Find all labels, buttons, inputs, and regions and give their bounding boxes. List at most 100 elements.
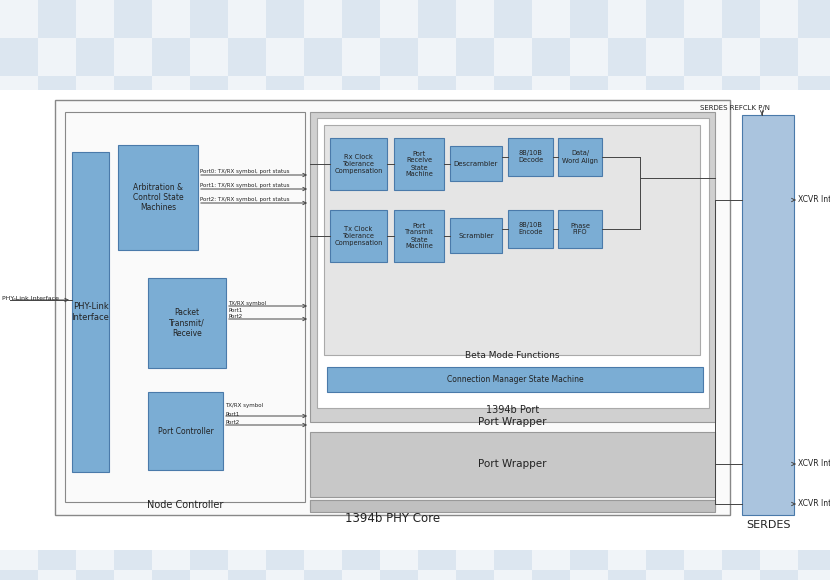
Bar	[114, 456, 152, 494]
Bar	[722, 76, 760, 114]
Bar	[190, 418, 228, 456]
Bar	[304, 38, 342, 76]
Bar	[760, 190, 798, 228]
Bar	[760, 532, 798, 570]
Bar	[304, 0, 342, 38]
Bar	[342, 456, 380, 494]
Bar	[684, 418, 722, 456]
Bar	[152, 532, 190, 570]
Bar	[760, 0, 798, 38]
Bar	[342, 0, 380, 38]
Bar	[266, 456, 304, 494]
Bar	[380, 190, 418, 228]
Bar	[646, 114, 684, 152]
Bar	[684, 190, 722, 228]
Bar	[190, 0, 228, 38]
Bar	[418, 190, 456, 228]
Bar	[76, 76, 114, 114]
Bar	[570, 152, 608, 190]
Bar	[684, 456, 722, 494]
Bar	[646, 266, 684, 304]
Bar	[380, 0, 418, 38]
Bar	[798, 456, 830, 494]
Bar	[684, 570, 722, 580]
Bar	[532, 76, 570, 114]
Bar	[494, 266, 532, 304]
Text: XCVR Interface: XCVR Interface	[798, 499, 830, 509]
Bar	[38, 114, 76, 152]
Bar	[494, 152, 532, 190]
Bar	[760, 304, 798, 342]
Bar	[76, 380, 114, 418]
Bar	[152, 228, 190, 266]
Bar	[190, 342, 228, 380]
Bar	[76, 0, 114, 38]
Bar	[418, 570, 456, 580]
Bar	[570, 418, 608, 456]
Bar	[304, 342, 342, 380]
Bar	[456, 228, 494, 266]
Bar	[152, 570, 190, 580]
Bar	[72, 152, 109, 472]
Text: Port Wrapper: Port Wrapper	[478, 459, 547, 469]
Bar	[190, 114, 228, 152]
Bar	[304, 418, 342, 456]
Bar	[342, 494, 380, 532]
Bar	[722, 304, 760, 342]
Bar	[722, 494, 760, 532]
Bar	[114, 190, 152, 228]
Bar	[608, 456, 646, 494]
Bar	[456, 456, 494, 494]
Bar	[152, 304, 190, 342]
Bar	[684, 38, 722, 76]
Bar	[608, 190, 646, 228]
Bar	[646, 494, 684, 532]
Bar	[148, 392, 223, 470]
Bar	[760, 228, 798, 266]
Bar	[304, 532, 342, 570]
Bar	[456, 152, 494, 190]
Bar	[684, 266, 722, 304]
Bar	[0, 228, 38, 266]
Text: Port Wrapper: Port Wrapper	[478, 417, 547, 427]
Bar	[266, 114, 304, 152]
Bar	[342, 114, 380, 152]
Bar	[38, 380, 76, 418]
Bar	[646, 456, 684, 494]
Bar	[38, 418, 76, 456]
Bar	[684, 76, 722, 114]
Text: PHY-Link
Interface: PHY-Link Interface	[71, 302, 110, 322]
Bar	[494, 456, 532, 494]
Text: 1394b PHY Core: 1394b PHY Core	[345, 512, 440, 524]
Bar	[798, 342, 830, 380]
Text: Port1: Port1	[225, 412, 239, 418]
Text: SERDES REFCLK P/N: SERDES REFCLK P/N	[700, 105, 770, 111]
Bar	[380, 532, 418, 570]
Bar	[114, 532, 152, 570]
Bar	[570, 342, 608, 380]
Bar	[608, 570, 646, 580]
Bar	[558, 210, 602, 248]
Bar	[114, 0, 152, 38]
Bar	[266, 266, 304, 304]
Bar	[152, 152, 190, 190]
Bar	[722, 114, 760, 152]
Bar	[38, 38, 76, 76]
Text: Phase
FIFO: Phase FIFO	[570, 223, 590, 235]
Bar	[330, 210, 387, 262]
Bar	[342, 76, 380, 114]
Bar	[570, 380, 608, 418]
Bar	[266, 228, 304, 266]
Bar	[798, 570, 830, 580]
Bar	[324, 125, 700, 355]
Bar	[532, 38, 570, 76]
Bar	[646, 532, 684, 570]
Bar	[38, 456, 76, 494]
Bar	[722, 152, 760, 190]
Bar	[114, 418, 152, 456]
Bar	[742, 115, 794, 515]
Bar	[570, 38, 608, 76]
Bar	[304, 494, 342, 532]
Bar	[608, 342, 646, 380]
Bar	[266, 494, 304, 532]
